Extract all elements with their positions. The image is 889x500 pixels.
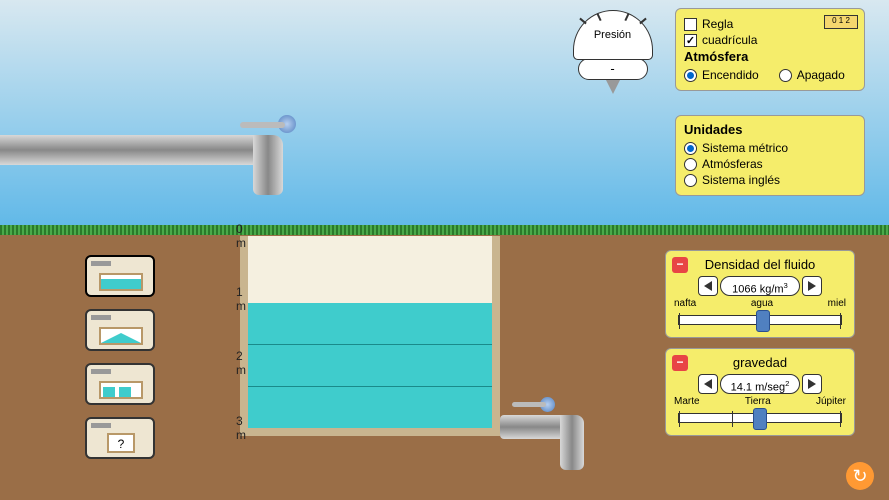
density-increase-button[interactable] — [802, 276, 822, 296]
grid-label: cuadrícula — [702, 33, 757, 47]
units-label-2: Sistema inglés — [702, 173, 780, 187]
density-label-min: nafta — [674, 298, 696, 309]
gauge-probe-icon — [606, 80, 620, 94]
units-radio-2[interactable] — [684, 174, 697, 187]
gravity-panel: − gravedad 14.1 m/seg2 Marte Tierra Júpi… — [665, 348, 855, 436]
gravity-slider[interactable] — [678, 413, 842, 423]
units-title: Unidades — [684, 122, 856, 137]
tank: 0 m 1 m 2 m 3 m — [240, 236, 500, 436]
density-slider-handle[interactable] — [756, 310, 770, 332]
ruler-checkbox[interactable] — [684, 18, 697, 31]
outlet-valve-stem — [512, 402, 546, 407]
scene-thumb-1[interactable] — [85, 255, 155, 297]
gravity-decrease-button[interactable] — [698, 374, 718, 394]
units-label-1: Atmósferas — [702, 157, 763, 171]
atmosphere-on-radio[interactable] — [684, 69, 697, 82]
gravity-increase-button[interactable] — [802, 374, 822, 394]
inlet-pipe-h — [0, 135, 260, 165]
scene-thumb-2[interactable] — [85, 309, 155, 351]
density-title: Densidad del fluido — [705, 257, 816, 272]
gravity-collapse-button[interactable]: − — [672, 355, 688, 371]
density-label-mid: agua — [751, 298, 773, 309]
ruler-icon: 0 1 2 — [824, 15, 858, 29]
gravity-title: gravedad — [733, 355, 787, 370]
density-value: 1066 kg/m3 — [720, 276, 800, 296]
depth-label-1: 1 m — [236, 285, 246, 313]
grass — [0, 225, 889, 235]
gauge-dial: Presión — [573, 10, 653, 60]
atmosphere-title: Atmósfera — [684, 49, 856, 64]
options-panel: 0 1 2 Regla cuadrícula Atmósfera Encendi… — [675, 8, 865, 91]
density-collapse-button[interactable]: − — [672, 257, 688, 273]
scene-thumb-4[interactable]: ? — [85, 417, 155, 459]
gravity-label-min: Marte — [674, 396, 700, 407]
tank-water — [248, 303, 492, 428]
gravity-label-max: Júpiter — [816, 396, 846, 407]
pressure-gauge[interactable]: Presión - — [565, 10, 660, 94]
gravity-value: 14.1 m/seg2 — [720, 374, 800, 394]
gauge-readout: - — [578, 58, 648, 80]
scene-selector: ? — [85, 255, 155, 459]
inlet-valve-stem — [240, 122, 285, 128]
density-label-max: miel — [828, 298, 846, 309]
atmosphere-on-label: Encendido — [702, 68, 759, 82]
ruler-label: Regla — [702, 17, 733, 31]
gauge-label: Presión — [594, 29, 631, 41]
density-panel: − Densidad del fluido 1066 kg/m3 nafta a… — [665, 250, 855, 338]
outlet-pipe-v — [560, 415, 584, 470]
reset-button[interactable]: ↻ — [846, 462, 874, 490]
density-decrease-button[interactable] — [698, 276, 718, 296]
inlet-pipe-v — [253, 135, 283, 195]
gravity-slider-handle[interactable] — [753, 408, 767, 430]
atmosphere-off-label: Apagado — [797, 68, 845, 82]
depth-label-0: 0 m — [236, 222, 246, 250]
units-label-0: Sistema métrico — [702, 141, 788, 155]
atmosphere-off-radio[interactable] — [779, 69, 792, 82]
units-panel: Unidades Sistema métrico Atmósferas Sist… — [675, 115, 865, 196]
density-slider[interactable] — [678, 315, 842, 325]
units-radio-1[interactable] — [684, 158, 697, 171]
depth-label-3: 3 m — [236, 414, 246, 442]
grid-checkbox[interactable] — [684, 34, 697, 47]
reset-icon: ↻ — [852, 466, 867, 487]
scene-thumb-3[interactable] — [85, 363, 155, 405]
units-radio-0[interactable] — [684, 142, 697, 155]
gravity-label-mid: Tierra — [745, 396, 771, 407]
depth-label-2: 2 m — [236, 349, 246, 377]
